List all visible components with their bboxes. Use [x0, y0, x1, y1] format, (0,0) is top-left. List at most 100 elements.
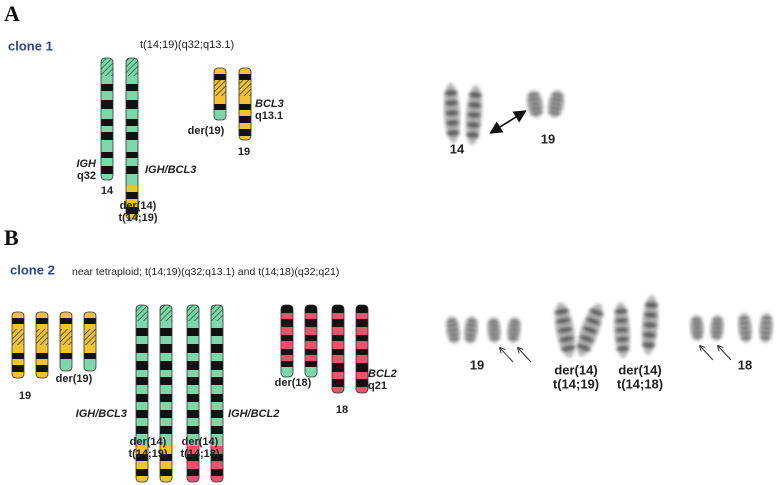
band [305, 349, 317, 355]
band [332, 387, 344, 393]
band [136, 426, 148, 434]
chromosome [356, 305, 368, 393]
band [136, 344, 148, 353]
band [281, 341, 293, 349]
band [126, 58, 138, 76]
band [136, 476, 148, 482]
band [211, 469, 223, 476]
band [12, 312, 24, 318]
outline [186, 304, 200, 483]
band [160, 328, 172, 336]
band [160, 469, 172, 476]
band [126, 126, 138, 132]
chromosome-label: der(14) [130, 436, 167, 448]
chromosome-image [554, 302, 576, 358]
band [211, 440, 223, 446]
band [332, 313, 344, 319]
chromosome [126, 58, 138, 219]
band [332, 319, 344, 327]
band [36, 312, 48, 318]
band [101, 91, 113, 100]
band [211, 402, 223, 410]
band [60, 359, 72, 371]
band [332, 341, 344, 349]
image-label: 19 [541, 131, 555, 146]
chromosome [214, 68, 226, 120]
band [84, 324, 96, 329]
chromosome-label: 19 [238, 146, 250, 158]
band [305, 367, 317, 377]
panel-label: B [4, 225, 19, 250]
band [84, 318, 96, 324]
outline [11, 311, 25, 379]
band [356, 355, 368, 363]
band [332, 355, 344, 363]
band [187, 321, 199, 328]
fusion-label: IGH/BCL3 [76, 408, 127, 420]
chromosome [12, 312, 24, 378]
band [136, 321, 148, 328]
band [281, 319, 293, 327]
band [239, 104, 251, 110]
chromosome-label: t(14;19) [118, 212, 157, 224]
band [239, 123, 251, 129]
chromosome [36, 312, 48, 378]
band [305, 341, 317, 349]
band [356, 379, 368, 387]
band [160, 385, 172, 394]
band [136, 446, 148, 454]
band [187, 469, 199, 476]
band [60, 312, 72, 318]
band [211, 361, 223, 370]
band [187, 328, 199, 336]
outline [280, 304, 294, 378]
band [211, 370, 223, 377]
band [239, 96, 251, 104]
band [136, 328, 148, 336]
band [136, 454, 148, 461]
band [160, 377, 172, 385]
band [305, 335, 317, 341]
band [136, 361, 148, 370]
chromosome [101, 58, 113, 180]
outline [355, 304, 369, 394]
chromosome [211, 305, 223, 482]
band [101, 174, 113, 180]
clone-label: clone 1 [8, 38, 53, 53]
band [211, 410, 223, 418]
band [214, 96, 226, 104]
band [126, 214, 138, 219]
band [126, 100, 138, 109]
band [36, 353, 48, 359]
band [12, 329, 24, 345]
band [36, 318, 48, 324]
band [239, 110, 251, 116]
band [126, 109, 138, 119]
band [136, 385, 148, 394]
band [187, 426, 199, 434]
band [126, 76, 138, 84]
band [136, 305, 148, 321]
band [160, 434, 172, 440]
band [84, 353, 96, 359]
band [332, 327, 344, 335]
chromosome-image [641, 295, 659, 355]
note: near tetraploid; t(14;19)(q32;q13.1) and… [72, 266, 339, 278]
band [136, 402, 148, 410]
band [211, 344, 223, 353]
band [305, 313, 317, 319]
band [160, 418, 172, 426]
band [160, 410, 172, 418]
ideograms [11, 57, 369, 483]
band [36, 359, 48, 365]
band [239, 68, 251, 74]
band [160, 344, 172, 353]
band [214, 68, 226, 74]
chromosome-label: 18 [336, 404, 348, 416]
band [136, 394, 148, 402]
chromosome-label: 19 [19, 390, 31, 402]
chromosome-label: der(14) [182, 436, 219, 448]
band [60, 318, 72, 324]
band [305, 327, 317, 335]
